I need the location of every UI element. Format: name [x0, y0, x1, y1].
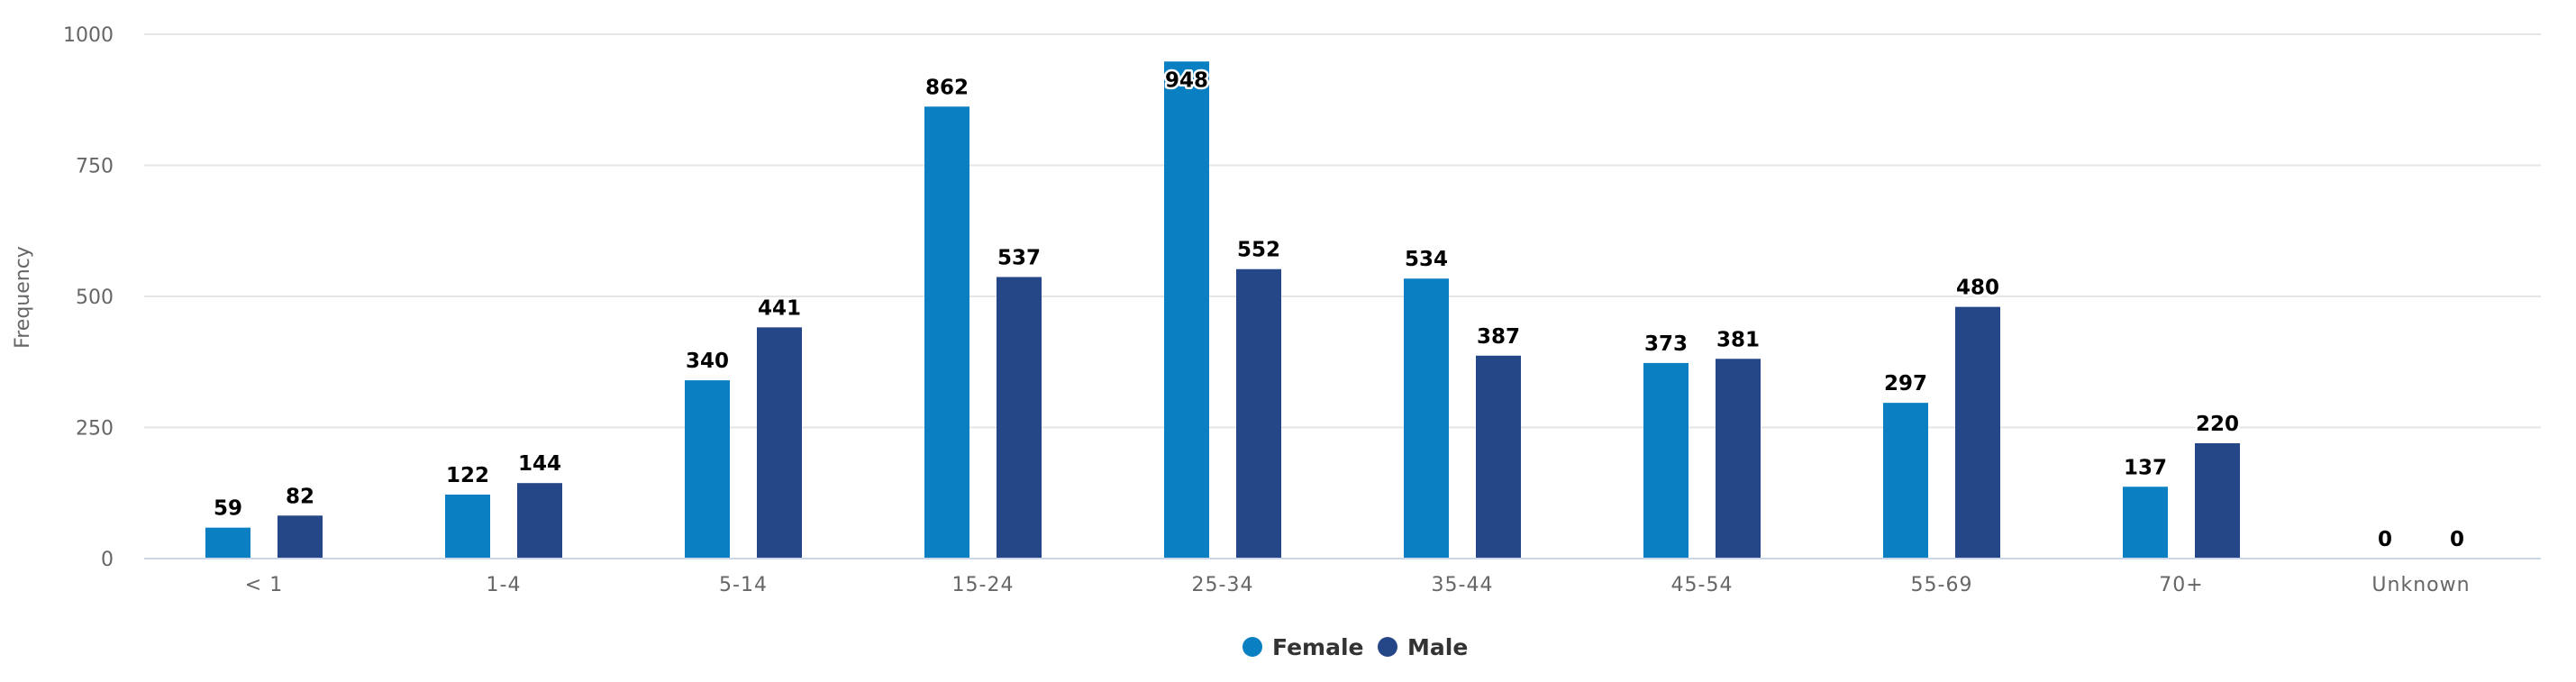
- bar-female[interactable]: [924, 106, 969, 559]
- data-label: 387: [1477, 325, 1520, 349]
- y-axis-title: Frequency: [12, 246, 34, 349]
- x-tick-label: 5-14: [719, 574, 768, 596]
- data-label: 82: [286, 485, 314, 508]
- legend-swatch: [1378, 637, 1397, 657]
- bar-male[interactable]: [1236, 268, 1281, 559]
- legend-label: Female: [1272, 634, 1363, 660]
- grid: [144, 33, 2541, 429]
- x-tick-label: 15-24: [952, 574, 1015, 596]
- data-label: 144: [518, 452, 561, 476]
- y-tick-label: 250: [76, 418, 114, 441]
- x-tick-label: 55-69: [1911, 574, 1973, 596]
- data-label: 552: [1237, 239, 1280, 262]
- y-tick-label: 1000: [63, 24, 114, 47]
- legend: Female Male: [1242, 634, 1468, 660]
- bar-female[interactable]: [445, 494, 490, 559]
- data-label: 534: [1405, 248, 1448, 271]
- data-label: 297: [1884, 372, 1927, 396]
- bar-male[interactable]: [1955, 306, 2000, 559]
- x-tick-label: 45-54: [1671, 574, 1734, 596]
- data-label: 862: [925, 76, 969, 99]
- legend-item-male[interactable]: Male: [1378, 634, 1468, 660]
- legend-label: Male: [1407, 634, 1468, 660]
- y-axis: Frequency 0 250 500 750 1000: [12, 24, 114, 571]
- data-label: 340: [686, 350, 729, 373]
- bar-male[interactable]: [997, 277, 1042, 559]
- data-label: 480: [1956, 277, 1999, 300]
- data-label: 441: [758, 296, 801, 320]
- x-tick-label: 70+: [2159, 574, 2203, 596]
- data-labels: 59 82 122 144 340 441 862 537 948 552 534 387 373 381…: [211, 67, 2466, 554]
- x-tick-label: 1-4: [487, 574, 522, 596]
- data-label: 0: [2378, 528, 2392, 551]
- data-label: 220: [2196, 413, 2239, 436]
- data-label: 0: [2450, 528, 2464, 551]
- y-tick-label: 750: [76, 156, 114, 178]
- data-label: 948: [1165, 68, 1208, 92]
- data-label: 537: [997, 246, 1041, 269]
- bar-female[interactable]: [1643, 362, 1689, 559]
- data-label: 59: [214, 497, 242, 521]
- data-label: 381: [1716, 328, 1760, 351]
- bar-male[interactable]: [1476, 355, 1521, 559]
- y-tick-label: 500: [76, 286, 114, 309]
- bar-female[interactable]: [2123, 486, 2168, 559]
- bar-female[interactable]: [685, 380, 730, 559]
- legend-item-female[interactable]: Female: [1242, 634, 1363, 660]
- x-axis: < 1 1-4 5-14 15-24 25-34 35-44 45-54 55-69 70+ Un…: [144, 558, 2541, 596]
- bar-male[interactable]: [1716, 359, 1761, 559]
- data-label: 122: [446, 464, 489, 487]
- x-tick-label: 25-34: [1192, 574, 1254, 596]
- bar-male[interactable]: [278, 515, 323, 559]
- bar-female[interactable]: [1883, 403, 1928, 559]
- bar-male[interactable]: [757, 327, 802, 559]
- x-tick-label: 35-44: [1432, 574, 1494, 596]
- data-label: 137: [2124, 456, 2167, 479]
- data-label: 373: [1644, 332, 1688, 356]
- bars: [205, 61, 2240, 559]
- x-tick-label: Unknown: [2371, 574, 2470, 596]
- bar-female[interactable]: [1404, 278, 1449, 559]
- bar-male[interactable]: [2195, 442, 2240, 559]
- x-tick-label: < 1: [245, 574, 283, 596]
- legend-swatch: [1242, 637, 1262, 657]
- y-tick-label: 0: [101, 549, 114, 571]
- bar-female[interactable]: [1164, 61, 1209, 559]
- bar-male[interactable]: [517, 483, 562, 559]
- bar-female[interactable]: [205, 527, 250, 559]
